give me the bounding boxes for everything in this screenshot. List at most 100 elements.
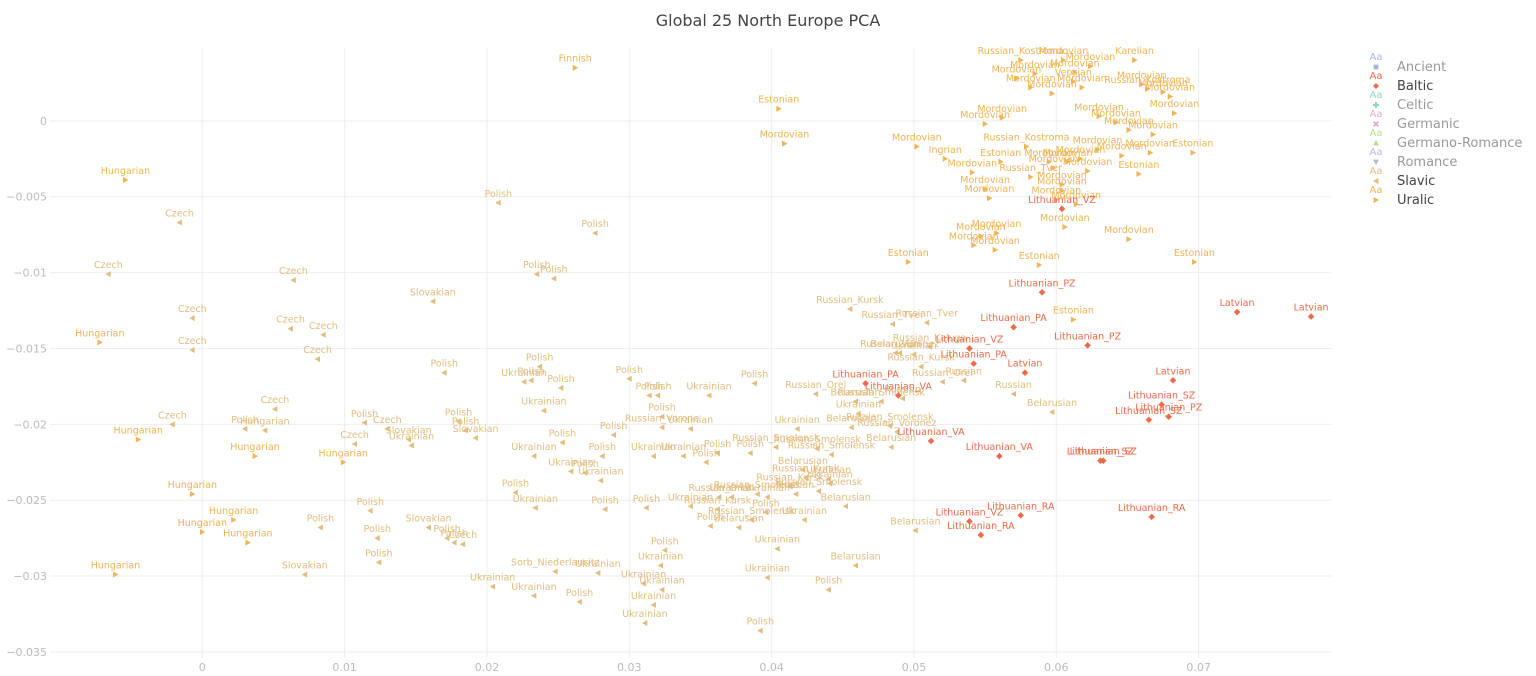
data-point[interactable]	[489, 583, 496, 590]
data-point[interactable]	[862, 380, 869, 387]
legend-item-germanic[interactable]: Aa Germanic	[1370, 109, 1460, 132]
data-point[interactable]	[176, 219, 182, 226]
data-point[interactable]	[680, 453, 686, 460]
data-point[interactable]	[801, 516, 807, 523]
data-point[interactable]	[441, 369, 447, 376]
data-point[interactable]	[999, 114, 1006, 121]
data-point[interactable]	[846, 305, 853, 312]
data-point[interactable]	[927, 437, 935, 445]
data-point[interactable]	[559, 439, 565, 446]
data-point[interactable]	[1018, 57, 1024, 64]
data-point[interactable]	[1088, 63, 1094, 70]
data-point[interactable]	[828, 451, 834, 458]
data-point[interactable]	[774, 545, 780, 552]
data-point[interactable]	[572, 64, 579, 71]
data-point[interactable]	[567, 468, 574, 475]
data-point[interactable]	[892, 350, 898, 356]
data-point[interactable]	[552, 568, 558, 575]
data-point[interactable]	[1058, 205, 1066, 213]
data-point[interactable]	[1169, 377, 1177, 384]
data-point[interactable]	[528, 377, 534, 384]
data-point[interactable]	[992, 246, 999, 253]
data-point[interactable]	[1079, 84, 1085, 91]
legend-item-baltic[interactable]: Aa Baltic	[1370, 71, 1434, 94]
data-point[interactable]	[826, 480, 833, 487]
data-point[interactable]	[794, 425, 800, 432]
data-point[interactable]	[1119, 152, 1125, 159]
data-point[interactable]	[626, 375, 632, 382]
data-point[interactable]	[495, 199, 501, 206]
data-point[interactable]	[1010, 323, 1017, 331]
data-point[interactable]	[1046, 158, 1053, 165]
data-point[interactable]	[1017, 512, 1025, 519]
data-point[interactable]	[189, 315, 195, 322]
data-point[interactable]	[1059, 181, 1065, 188]
data-point[interactable]	[1160, 89, 1167, 96]
data-point[interactable]	[772, 444, 779, 451]
data-point[interactable]	[1070, 316, 1077, 323]
data-point[interactable]	[825, 475, 831, 482]
data-point[interactable]	[799, 466, 806, 473]
data-point[interactable]	[899, 395, 905, 402]
data-point[interactable]	[241, 425, 248, 432]
data-point[interactable]	[512, 489, 518, 496]
data-point[interactable]	[252, 453, 258, 460]
data-point[interactable]	[1072, 69, 1078, 76]
data-point[interactable]	[455, 418, 461, 425]
data-point[interactable]	[650, 453, 656, 460]
data-point[interactable]	[792, 491, 799, 498]
data-point[interactable]	[1024, 143, 1030, 150]
data-point[interactable]	[1167, 93, 1174, 100]
data-point[interactable]	[1021, 369, 1029, 377]
data-point[interactable]	[814, 445, 820, 452]
data-point[interactable]	[714, 450, 720, 457]
data-point[interactable]	[599, 453, 605, 460]
data-point[interactable]	[751, 380, 757, 387]
data-point[interactable]	[912, 527, 918, 534]
data-point[interactable]	[659, 586, 665, 593]
data-point[interactable]	[905, 258, 912, 265]
data-point[interactable]	[367, 507, 373, 514]
data-point[interactable]	[1049, 409, 1055, 416]
data-point[interactable]	[123, 177, 129, 184]
data-point[interactable]	[287, 325, 293, 332]
data-point[interactable]	[1147, 149, 1154, 156]
data-point[interactable]	[815, 488, 821, 495]
data-point[interactable]	[317, 524, 323, 531]
data-point[interactable]	[852, 398, 859, 405]
legend[interactable]: Aa Ancient Aa Baltic Aa Celtic Aa Germanic Aa Ger…	[1370, 52, 1523, 208]
data-point[interactable]	[939, 378, 945, 385]
data-point[interactable]	[597, 477, 604, 484]
data-point[interactable]	[728, 494, 735, 501]
data-point[interactable]	[557, 384, 564, 391]
data-point[interactable]	[966, 518, 973, 525]
data-point[interactable]	[462, 427, 469, 434]
data-point[interactable]	[757, 627, 763, 634]
data-point[interactable]	[1073, 201, 1080, 208]
data-point[interactable]	[245, 539, 251, 546]
data-point[interactable]	[802, 474, 809, 481]
data-point[interactable]	[764, 494, 770, 501]
data-point[interactable]	[703, 459, 709, 466]
data-point[interactable]	[1233, 308, 1241, 316]
data-point[interactable]	[848, 424, 854, 431]
data-point[interactable]	[650, 601, 656, 608]
legend-item-germano-romance[interactable]: Aa Germano-Romance	[1370, 128, 1523, 151]
data-point[interactable]	[261, 427, 268, 434]
data-point[interactable]	[1132, 57, 1138, 64]
data-point[interactable]	[782, 140, 788, 147]
data-point[interactable]	[351, 441, 357, 448]
data-point[interactable]	[654, 392, 661, 399]
data-point[interactable]	[1190, 149, 1196, 156]
data-point[interactable]	[97, 339, 103, 346]
data-point[interactable]	[1145, 416, 1153, 424]
data-point[interactable]	[987, 195, 993, 202]
data-point[interactable]	[747, 450, 753, 457]
data-point[interactable]	[969, 169, 976, 176]
data-point[interactable]	[776, 105, 782, 112]
data-point[interactable]	[735, 524, 742, 531]
data-point[interactable]	[429, 298, 436, 305]
data-point[interactable]	[893, 428, 900, 435]
data-point[interactable]	[301, 571, 308, 578]
data-point[interactable]	[970, 360, 978, 367]
